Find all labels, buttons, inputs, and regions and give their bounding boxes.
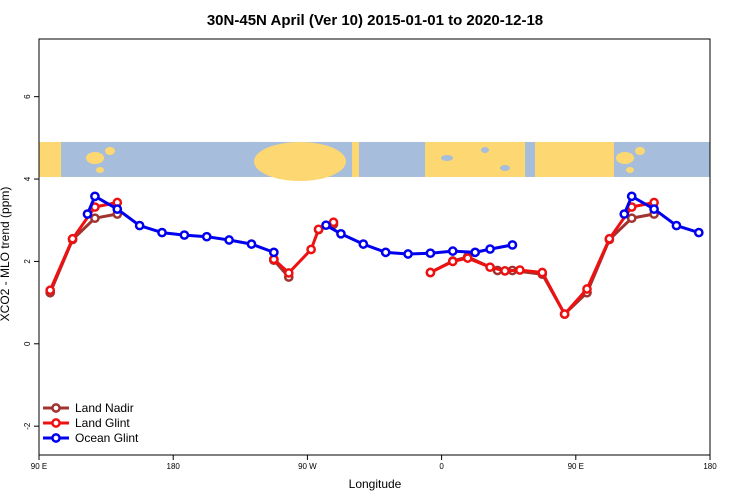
series-line xyxy=(325,223,513,256)
data-point xyxy=(515,265,525,275)
data-point xyxy=(447,256,458,267)
y-axis: -2 0 2 4 6 xyxy=(23,94,39,430)
map-coast-detail xyxy=(635,147,645,155)
data-point xyxy=(626,191,637,202)
x-tick-label: 90 W xyxy=(298,462,317,471)
data-point xyxy=(179,230,190,240)
data-point xyxy=(425,248,436,259)
data-point xyxy=(626,213,637,224)
map-coast-detail xyxy=(96,167,104,173)
legend-marker xyxy=(51,433,61,443)
data-point xyxy=(447,246,458,256)
map-land-region xyxy=(535,141,585,177)
map-coast-detail xyxy=(105,147,115,155)
data-point xyxy=(45,285,56,296)
data-point xyxy=(604,233,615,244)
y-tick-label: 4 xyxy=(23,176,32,181)
data-point xyxy=(358,239,369,249)
data-point xyxy=(224,235,234,245)
data-point xyxy=(470,247,480,258)
data-point xyxy=(328,217,339,228)
data-point xyxy=(559,309,570,319)
map-coast-detail xyxy=(492,153,508,163)
legend-item-land-glint: Land Glint xyxy=(43,416,130,430)
series-layer xyxy=(45,191,704,319)
data-point xyxy=(313,224,324,235)
map-ocean-region xyxy=(116,141,256,177)
x-tick-label: 90 E xyxy=(31,462,47,471)
y-tick-label: 2 xyxy=(23,259,32,264)
data-point xyxy=(67,233,78,244)
data-point xyxy=(649,204,659,214)
series-line xyxy=(86,194,275,254)
data-point xyxy=(336,228,346,239)
data-point xyxy=(321,220,331,231)
data-point xyxy=(246,239,257,249)
map-coast-detail xyxy=(463,158,477,166)
data-point xyxy=(485,262,495,273)
data-point xyxy=(90,191,100,202)
y-tick-label: -2 xyxy=(23,422,32,430)
data-point xyxy=(283,268,294,278)
data-point xyxy=(671,220,682,231)
map-ocean-region xyxy=(359,141,429,177)
legend-label: Land Glint xyxy=(75,416,130,430)
map-coast-detail xyxy=(626,167,634,173)
chart-title: 30N-45N April (Ver 10) 2015-01-01 to 202… xyxy=(207,12,543,29)
legend-item-ocean-glint: Ocean Glint xyxy=(43,431,139,445)
map-coast-detail xyxy=(616,152,634,164)
data-point xyxy=(134,220,145,231)
data-point xyxy=(537,267,548,278)
map-sea-detail xyxy=(500,165,510,171)
data-point xyxy=(82,209,93,219)
series-line xyxy=(429,212,655,316)
map-sea-detail xyxy=(441,155,453,161)
series-line xyxy=(272,220,335,275)
series-line xyxy=(48,212,118,294)
map-coast-detail xyxy=(86,152,104,164)
plot-frame xyxy=(38,38,711,456)
legend-label: Land Nadir xyxy=(75,401,134,415)
y-tick-label: 6 xyxy=(23,94,32,99)
x-tick-label: 0 xyxy=(439,462,444,471)
data-point xyxy=(90,213,100,224)
legend-label: Ocean Glint xyxy=(75,431,139,445)
x-tick-label: 180 xyxy=(167,462,181,471)
data-point xyxy=(582,284,592,294)
legend-marker xyxy=(51,418,61,428)
data-point xyxy=(157,227,167,238)
x-tick-label: 90 E xyxy=(568,462,584,471)
x-axis: 90 E 180 90 W 0 90 E 180 xyxy=(31,455,717,471)
map-coast-detail xyxy=(510,144,520,152)
data-point xyxy=(306,244,316,255)
data-point xyxy=(693,227,704,238)
data-point xyxy=(485,244,495,254)
y-axis-title: XCO2 - MLO trend (ppm) xyxy=(0,187,12,322)
data-point xyxy=(425,267,436,278)
map-band xyxy=(39,141,710,181)
series-ocean-glint xyxy=(82,191,704,259)
data-point xyxy=(380,247,391,258)
data-point xyxy=(269,247,279,258)
x-axis-title: Longitude xyxy=(349,477,402,491)
series-line xyxy=(622,194,700,235)
map-land-region xyxy=(254,141,346,181)
series-line xyxy=(48,201,118,291)
legend-marker xyxy=(51,403,61,413)
data-point xyxy=(507,240,518,250)
data-point xyxy=(403,249,413,259)
map-sea-detail xyxy=(481,147,489,153)
x-tick-label: 180 xyxy=(703,462,717,471)
data-point xyxy=(500,266,510,276)
series-land-glint xyxy=(45,197,659,319)
data-point xyxy=(619,209,630,219)
map-coast-detail xyxy=(432,145,448,155)
data-point xyxy=(112,204,123,214)
legend-item-land-nadir: Land Nadir xyxy=(43,401,134,415)
data-point xyxy=(201,231,212,242)
data-point xyxy=(462,253,473,263)
y-tick-label: 0 xyxy=(23,341,32,346)
